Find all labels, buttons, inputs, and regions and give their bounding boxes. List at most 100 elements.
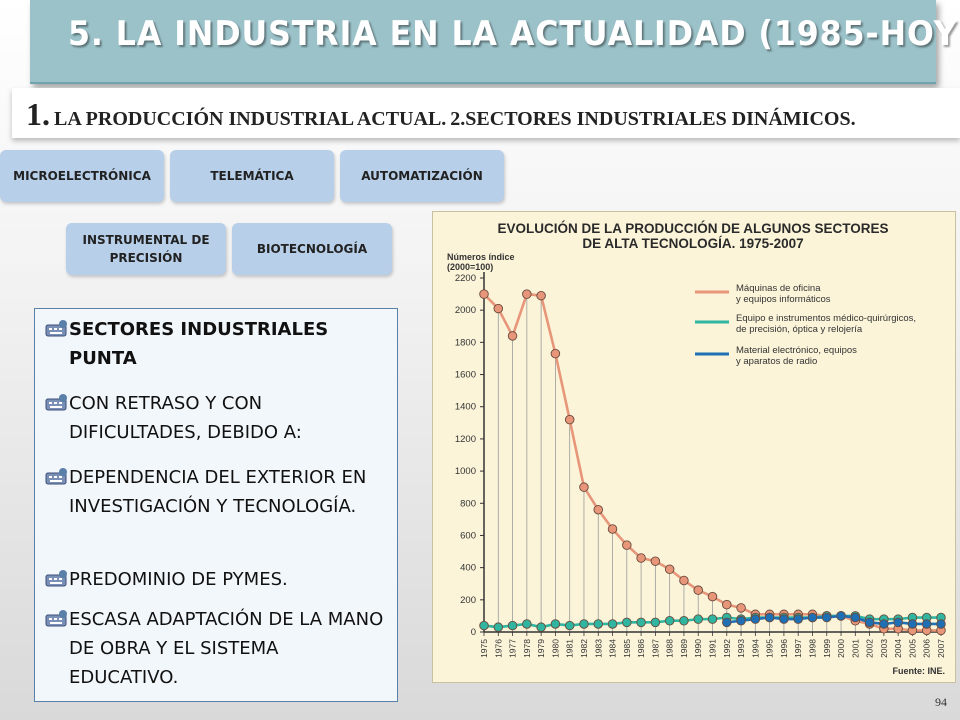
data-point (564, 414, 575, 425)
data-point (622, 617, 632, 628)
data-point (779, 614, 789, 624)
y-axis-label: (2000=100) (447, 262, 493, 272)
data-point (707, 591, 718, 602)
legend-label: y equipos informáticos (736, 294, 831, 305)
x-tick-label: 1988 (665, 639, 675, 658)
x-tick-label: 2002 (865, 639, 875, 658)
line-chart: EVOLUCIÓN DE LA PRODUCCIÓN DE ALGUNOS SE… (447, 221, 946, 676)
legend-label: Máquinas de oficina (736, 283, 821, 294)
bullet-list-box: SECTORES INDUSTRIALES PUNTA CON RETRASO … (34, 308, 398, 702)
data-point (750, 614, 761, 624)
y-tick-label: 400 (460, 563, 476, 574)
x-tick-label: 1982 (579, 639, 589, 658)
sector-automatizacion[interactable]: AUTOMATIZACIÓN (340, 150, 504, 202)
x-tick-label: 1978 (522, 639, 532, 658)
data-point (921, 619, 932, 629)
x-tick-label: 1996 (779, 639, 789, 658)
data-point (493, 622, 504, 632)
bullet-text: PREDOMINIO DE PYMES. (69, 569, 288, 590)
bullet-item: CON RETRASO Y CON DIFICULTADES, DEBIDO A… (45, 389, 390, 447)
data-point (793, 614, 803, 624)
x-tick-label: 2003 (879, 639, 889, 658)
data-point (579, 619, 589, 629)
y-tick-label: 600 (460, 530, 476, 541)
y-tick-label: 1400 (455, 402, 476, 413)
y-tick-label: 1800 (455, 337, 476, 348)
keyboard-icon (45, 570, 67, 587)
y-tick-label: 200 (460, 595, 476, 606)
chart-title: EVOLUCIÓN DE LA PRODUCCIÓN DE ALGUNOS SE… (497, 221, 888, 236)
x-tick-label: 1999 (822, 639, 832, 658)
y-tick-label: 1200 (455, 434, 476, 445)
data-point (507, 331, 518, 341)
bullet-item: ESCASA ADAPTACIÓN DE LA MANO DE OBRA Y E… (45, 605, 390, 692)
x-tick-label: 1994 (750, 639, 760, 658)
subtitle-banner: 1. LA PRODUCCIÓN INDUSTRIAL ACTUAL. 2.SE… (12, 88, 960, 138)
data-point (736, 603, 746, 613)
subtitle-part2: 2.SECTORES INDUSTRIALES DINÁMICOS. (450, 108, 856, 130)
data-point (693, 614, 703, 624)
x-tick-label: 2007 (936, 639, 946, 658)
data-point (507, 620, 518, 631)
x-tick-label: 1995 (765, 639, 775, 658)
data-point (579, 482, 589, 492)
subtitle-part1: LA PRODUCCIÓN INDUSTRIAL ACTUAL. (54, 108, 447, 130)
data-point (636, 617, 646, 628)
y-tick-label: 2200 (455, 273, 476, 284)
data-point (679, 575, 689, 586)
x-tick-label: 1990 (693, 639, 703, 658)
data-point (764, 612, 775, 623)
bullet-item: PREDOMINIO DE PYMES. (45, 565, 390, 594)
y-axis-label: Números índice (447, 252, 515, 262)
bullet-text: CON RETRASO Y CON DIFICULTADES, DEBIDO A… (69, 393, 302, 443)
x-tick-label: 1977 (508, 639, 518, 658)
data-point (850, 612, 861, 623)
y-tick-label: 800 (460, 498, 476, 509)
keyboard-icon (45, 468, 67, 485)
data-point (593, 619, 603, 629)
x-tick-label: 1989 (679, 639, 689, 658)
bullet-item: DEPENDENCIA DEL EXTERIOR EN INVESTIGACIÓ… (45, 463, 390, 521)
chart-frame: EVOLUCIÓN DE LA PRODUCCIÓN DE ALGUNOS SE… (432, 211, 956, 683)
bullet-item: SECTORES INDUSTRIALES PUNTA (45, 315, 390, 373)
y-tick-label: 0 (471, 627, 476, 638)
x-tick-label: 1983 (593, 639, 603, 658)
x-tick-label: 1998 (807, 639, 817, 658)
data-point (707, 614, 718, 624)
x-tick-label: 2000 (836, 639, 846, 658)
sector-microelectronica[interactable]: MICROELECTRÓNICA (0, 150, 164, 202)
x-tick-label: 1993 (736, 639, 746, 658)
legend-label: de precisión, óptica y relojería (736, 324, 863, 335)
data-point (664, 615, 675, 626)
data-point (493, 303, 504, 314)
y-tick-label: 1000 (455, 466, 476, 477)
data-point (479, 620, 489, 631)
sector-instrumental-precision[interactable]: INSTRUMENTAL DE PRECISIÓN (66, 223, 226, 275)
data-point (636, 553, 646, 563)
title-banner: 5. LA INDUSTRIA EN LA ACTUALIDAD (1985-H… (30, 0, 960, 84)
subtitle-number: 1. (26, 96, 50, 132)
y-tick-label: 1600 (455, 370, 476, 381)
keyboard-icon (45, 394, 67, 411)
y-tick-label: 2000 (455, 305, 476, 316)
x-tick-label: 1992 (722, 639, 732, 658)
data-point (622, 540, 632, 550)
data-point (650, 617, 661, 628)
sector-biotecnologia[interactable]: BIOTECNOLOGÍA (232, 223, 392, 275)
data-point (650, 556, 661, 566)
data-point (664, 564, 675, 574)
x-tick-label: 2006 (922, 639, 932, 658)
x-tick-label: 1975 (479, 639, 489, 658)
data-point (479, 289, 489, 299)
data-point (736, 615, 746, 626)
bullet-text: DEPENDENCIA DEL EXTERIOR EN INVESTIGACIÓ… (69, 467, 367, 517)
x-tick-label: 2001 (850, 639, 860, 658)
x-tick-label: 1985 (622, 639, 632, 658)
data-point (522, 619, 532, 629)
data-point (522, 289, 532, 299)
data-point (693, 585, 703, 595)
data-point (536, 290, 546, 301)
x-tick-label: 1976 (493, 639, 503, 658)
legend-label: y aparatos de radio (736, 356, 817, 367)
sector-telematica[interactable]: TELEMÁTICA (170, 150, 334, 202)
